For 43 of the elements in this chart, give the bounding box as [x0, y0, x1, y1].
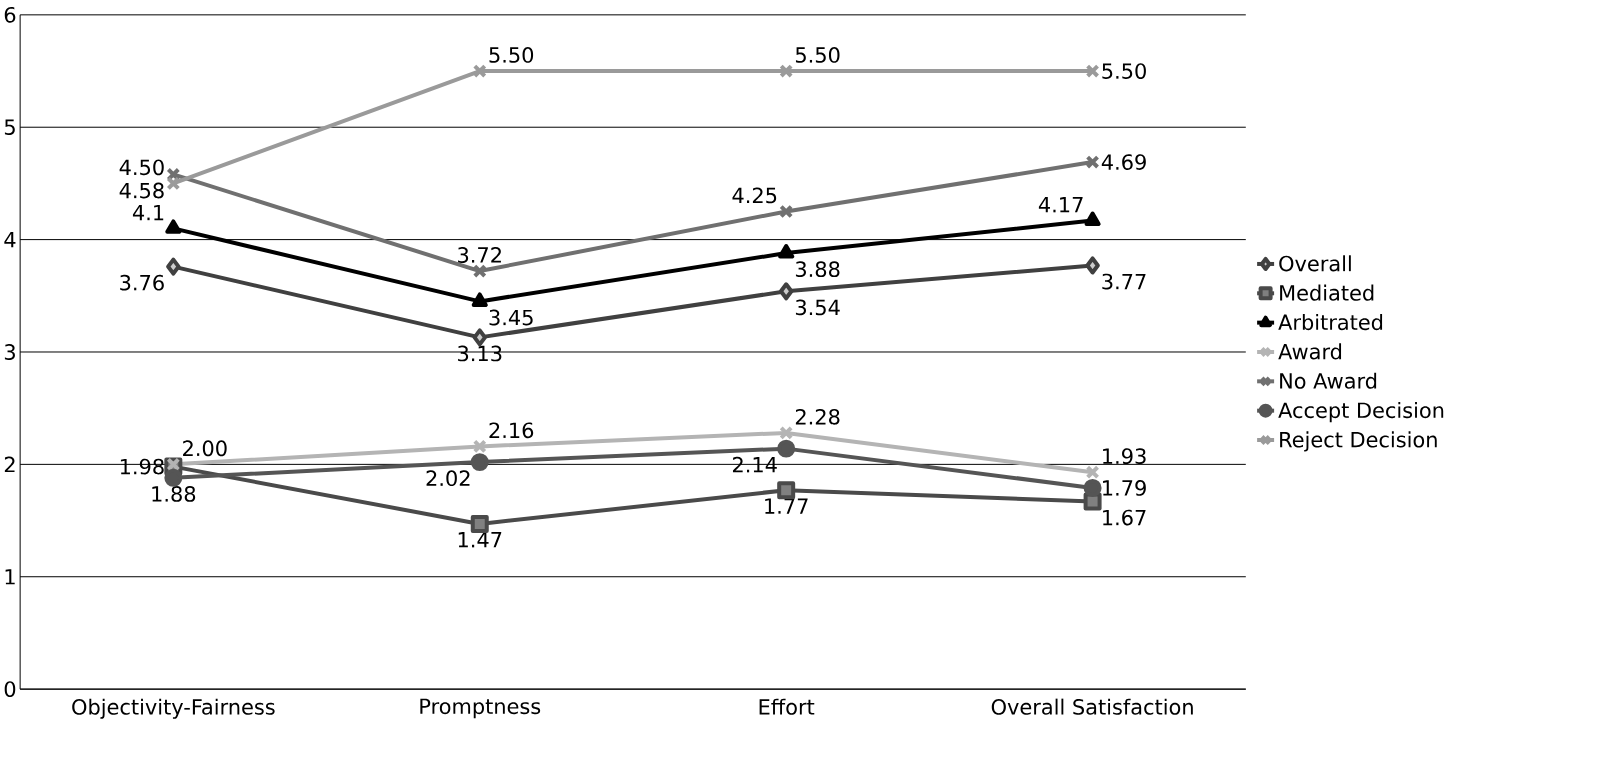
data-label: 4.25 — [732, 187, 777, 204]
data-label: 4.1 — [132, 204, 164, 221]
legend-label: Mediated — [1280, 284, 1374, 301]
y-tick-label: 2 — [4, 456, 15, 473]
data-label: 1.67 — [1103, 509, 1146, 526]
data-label: 3.77 — [1102, 273, 1146, 290]
legend-label: No Award — [1280, 372, 1377, 389]
data-label: 3.72 — [458, 246, 501, 263]
legend-label: Accept Decision — [1278, 401, 1444, 423]
y-tick-label: 0 — [4, 681, 16, 697]
y-tick-label: 3 — [4, 344, 15, 360]
legend-label: Overall — [1279, 255, 1351, 272]
data-label: 3.54 — [795, 299, 840, 316]
legend-label: Reject Decision — [1280, 431, 1437, 452]
legend-label: Arbitrated — [1278, 313, 1383, 331]
data-label: 1.93 — [1103, 448, 1146, 464]
y-tick-label: 6 — [4, 6, 16, 23]
data-label: 2.00 — [183, 440, 227, 457]
data-label: 5.50 — [795, 46, 840, 63]
data-label: 4.17 — [1038, 197, 1083, 213]
y-tick-label: 1 — [5, 569, 15, 585]
data-label: 2.02 — [426, 470, 470, 487]
x-tick-label: Overall Satisfaction — [991, 698, 1193, 715]
data-label: 5.50 — [489, 46, 534, 63]
data-label: 3.76 — [120, 274, 164, 291]
data-label: 3.88 — [795, 261, 840, 278]
x-tick-label: Effort — [759, 698, 815, 715]
data-label: 2.16 — [489, 422, 534, 439]
data-label: 1.79 — [1103, 479, 1146, 496]
data-label: 3.45 — [489, 309, 533, 326]
data-label: 5.50 — [1102, 63, 1146, 79]
data-label: 4.58 — [119, 182, 164, 199]
legend-label: Award — [1278, 343, 1342, 360]
x-tick-label: Promptness — [420, 698, 541, 719]
data-label: 2.28 — [795, 408, 840, 425]
y-tick-label: 5 — [4, 119, 15, 135]
y-tick-label: 4 — [4, 231, 16, 248]
data-label: 1.88 — [152, 485, 196, 502]
x-tick-label: Objectivity-Fairness — [72, 698, 275, 719]
data-label: 4.69 — [1101, 154, 1146, 170]
data-label: 3.13 — [458, 345, 502, 362]
data-label: 4.50 — [119, 159, 164, 176]
data-label: 1.47 — [458, 532, 502, 548]
